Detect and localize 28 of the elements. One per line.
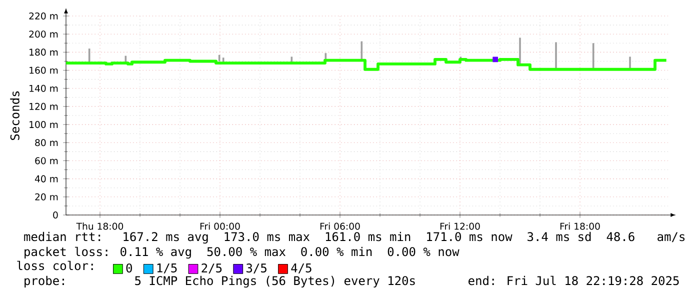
y-tick-label: 60 m <box>35 157 58 164</box>
y-tick-label: 140 m <box>30 84 58 92</box>
legend-label: 4/5 <box>291 264 312 274</box>
legend-title: loss color: <box>17 260 93 270</box>
y-tick-label: 160 m <box>30 66 58 74</box>
y-tick-label: 40 m <box>34 175 58 182</box>
y-tick-label: 100 m <box>30 121 58 128</box>
y-tick-label: 180 m <box>30 48 58 56</box>
y-tick-label: 200 m <box>29 30 58 38</box>
y-axis-title: Seconds <box>10 91 20 140</box>
legend-label: 1/5 <box>157 264 177 274</box>
legend-label: 3/5 <box>246 263 266 274</box>
x-tick-label: Fri 12:00 <box>440 222 480 230</box>
text: median rtt: 167.2 ms avg 173.0 ms max 161.0 ms min 171.0 ms now 3.4 ms sd 48.6 am/s <box>24 232 685 244</box>
x-tick-label: Fri 18:00 <box>560 222 600 230</box>
text: probe: 5 ICMP Echo Pings (56 Bytes) every 120s <box>24 276 415 288</box>
legend-label: 0 <box>126 263 132 273</box>
y-tick-label: 0 <box>53 211 58 219</box>
y-tick-label: 80 m <box>35 139 58 146</box>
x-tick-label: Fri 06:00 <box>320 222 360 230</box>
x-tick-label: Thu 18:00 <box>76 222 124 230</box>
y-tick-label: 220 m <box>29 12 58 20</box>
legend-label: 2/5 <box>202 263 222 274</box>
text: packet loss: 0.11 % avg 50.00 % max 0.00 % min 0.00 % now <box>24 246 460 259</box>
text: end: Fri Jul 18 22:19:28 2025 <box>468 276 679 286</box>
y-tick-label: 120 m <box>30 102 58 110</box>
y-tick-label: 20 m <box>35 193 58 200</box>
x-tick-label: Fri 00:00 <box>200 222 240 230</box>
